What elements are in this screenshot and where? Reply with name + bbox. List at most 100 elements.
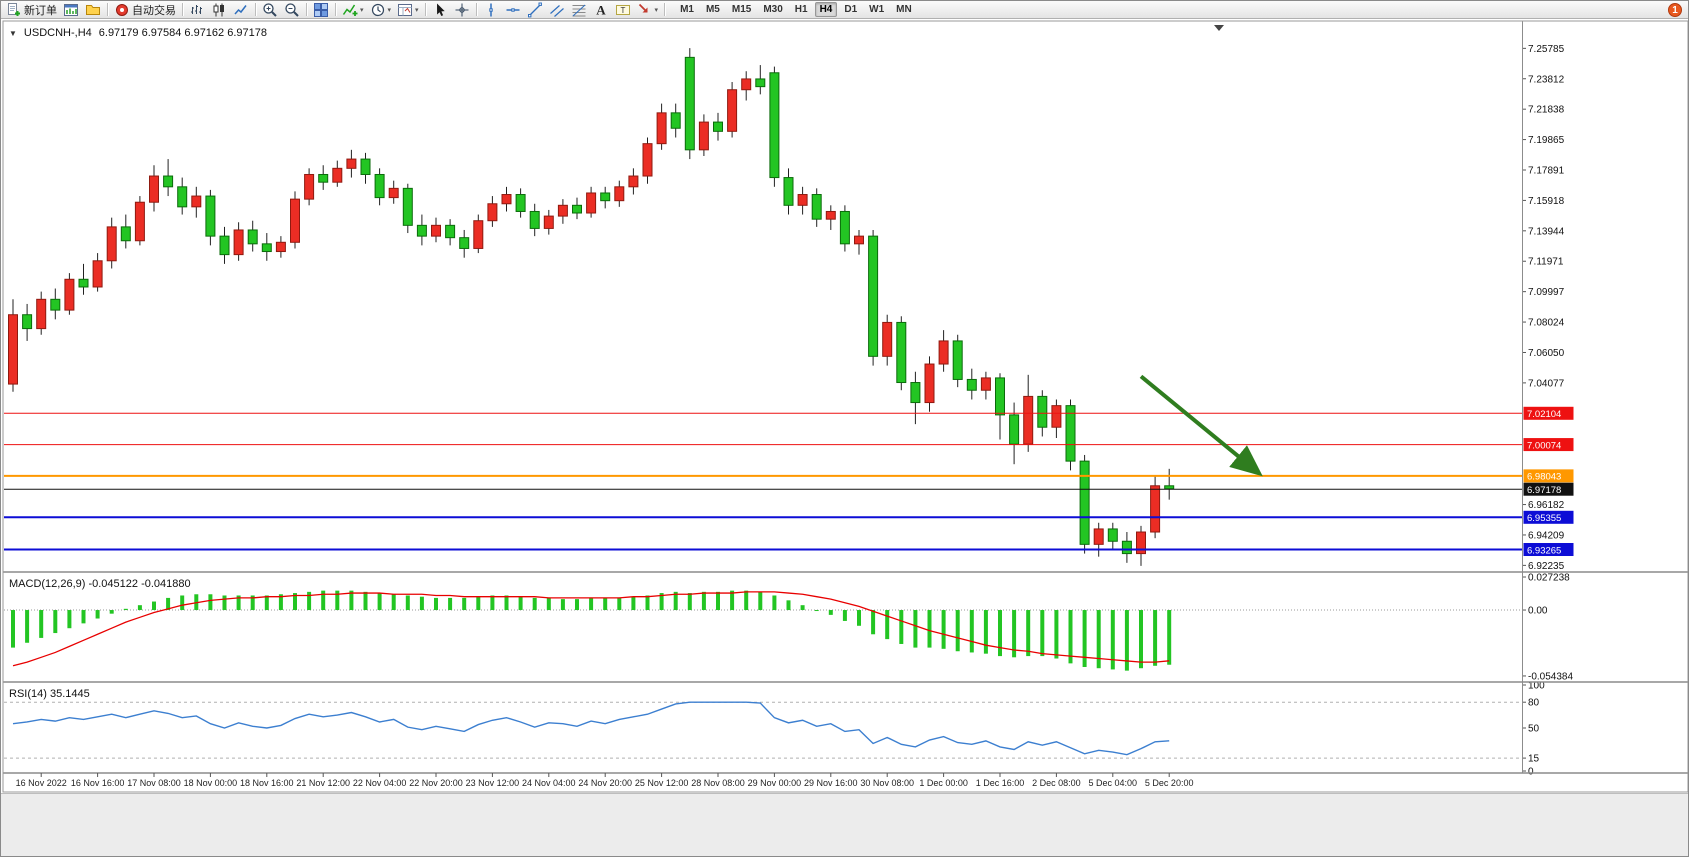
- notification-badge[interactable]: 1: [1668, 3, 1682, 17]
- toolbar-separator: [664, 3, 666, 16]
- svg-text:24 Nov 04:00: 24 Nov 04:00: [522, 778, 576, 788]
- svg-text:A: A: [596, 2, 606, 17]
- macd-histogram-bar: [631, 596, 636, 611]
- time-axis[interactable]: 16 Nov 2022 16 Nov 16:00 17 Nov 08:00 18 No…: [16, 773, 1194, 788]
- dropdown-caret-icon: ▾: [654, 6, 659, 14]
- fibonacci-button[interactable]: [568, 1, 590, 19]
- timeframe-h1[interactable]: H1: [794, 4, 808, 15]
- svg-text:0.00: 0.00: [1528, 606, 1548, 617]
- timeframe-mn[interactable]: MN: [896, 4, 912, 15]
- arrows-button[interactable]: ▾: [634, 1, 662, 19]
- text-label-button[interactable]: T: [612, 1, 634, 19]
- macd-histogram-bar: [67, 610, 72, 629]
- rsi-panel[interactable]: 100 80 50 15 0: [4, 681, 1545, 778]
- zoom-out-button[interactable]: [281, 1, 303, 19]
- macd-histogram-bar: [575, 599, 579, 611]
- horizontal-line-6.95355[interactable]: 6.95355: [4, 510, 1574, 524]
- indicators-button[interactable]: ▾: [339, 1, 367, 19]
- cursor-button[interactable]: [429, 1, 451, 19]
- bar-chart-icon: [189, 2, 205, 18]
- toolbar-buttons: 新订单 自动交易 ▾ ▾ ▾ A T ▾: [3, 1, 668, 18]
- svg-text:7.06050: 7.06050: [1528, 348, 1565, 359]
- macd-histogram-bar: [913, 610, 918, 648]
- bar-chart-button[interactable]: [186, 1, 208, 19]
- candle-chart-button[interactable]: [208, 1, 230, 19]
- rsi-line: [12, 701, 1170, 756]
- candles-layer: [8, 48, 1175, 566]
- periods-button[interactable]: ▾: [367, 1, 395, 19]
- profiles-button[interactable]: [82, 1, 104, 19]
- macd-histogram-bar: [349, 590, 354, 611]
- macd-histogram-bar: [321, 590, 326, 611]
- macd-histogram-bar: [673, 591, 678, 611]
- current-price-6.97178[interactable]: 6.97178: [4, 482, 1574, 496]
- macd-histogram-bar: [645, 595, 650, 611]
- macd-histogram-bar: [687, 593, 692, 611]
- new-order-button[interactable]: 新订单: [3, 1, 60, 19]
- candlestick-icon: [211, 2, 227, 18]
- timeframe-w1[interactable]: W1: [869, 4, 885, 15]
- chart-area[interactable]: 7.02104 7.00074 6.98043 6.97178 6.95355 6.932…: [1, 19, 1689, 793]
- trendline-icon: [527, 2, 543, 18]
- macd-histogram-bar: [1054, 610, 1059, 659]
- macd-histogram-bar: [998, 610, 1002, 657]
- macd-histogram-bar: [81, 610, 86, 624]
- horizontal-line-7.00074[interactable]: 7.00074: [4, 438, 1574, 451]
- horizontal-line-6.98043[interactable]: 6.98043: [4, 469, 1574, 483]
- toolbar: 新订单 自动交易 ▾ ▾ ▾ A T ▾ M1 M5 M15 M30 H1 H4 D1 W1 MN 1: [1, 1, 1688, 19]
- price-axis[interactable]: 7.25785 7.23812 7.21838 7.19865 7.17891 7.159…: [1522, 44, 1565, 572]
- zoom-in-icon: [262, 2, 278, 18]
- line-chart-button[interactable]: [230, 1, 252, 19]
- toolbar-separator: [335, 3, 336, 16]
- svg-text:18 Nov 00:00: 18 Nov 00:00: [184, 778, 238, 788]
- vertical-line-button[interactable]: [480, 1, 502, 19]
- chart-svg[interactable]: 7.02104 7.00074 6.98043 6.97178 6.95355 6.932…: [1, 19, 1689, 793]
- crosshair-button[interactable]: [451, 1, 473, 19]
- macd-histogram-bar: [419, 596, 424, 611]
- text-label-icon: T: [615, 2, 631, 18]
- timeframe-h4[interactable]: H4: [814, 2, 838, 17]
- macd-panel[interactable]: 0.027238 0.00 -0.054384: [4, 573, 1573, 683]
- timeframe-m30[interactable]: M30: [763, 4, 783, 15]
- svg-text:7.00074: 7.00074: [1527, 440, 1561, 451]
- trend-arrow[interactable]: [1139, 374, 1263, 477]
- svg-text:1 Dec 16:00: 1 Dec 16:00: [976, 778, 1025, 788]
- macd-histogram-bar: [885, 610, 890, 640]
- text-button[interactable]: A: [590, 1, 612, 19]
- macd-histogram-bar: [814, 610, 819, 612]
- svg-text:80: 80: [1528, 698, 1540, 709]
- timeframe-m1[interactable]: M1: [680, 4, 694, 15]
- macd-histogram-bar: [589, 597, 594, 611]
- svg-text:0.027238: 0.027238: [1528, 573, 1570, 584]
- horizontal-line-6.93265[interactable]: 6.93265: [4, 543, 1574, 556]
- svg-text:7.21838: 7.21838: [1528, 105, 1565, 116]
- channel-button[interactable]: [546, 1, 568, 19]
- macd-histogram-bar: [701, 591, 706, 611]
- tile-windows-button[interactable]: [310, 1, 332, 19]
- timeframe-m15[interactable]: M15: [731, 4, 752, 15]
- macd-histogram-bar: [969, 610, 974, 653]
- timeframe-d1[interactable]: D1: [844, 4, 858, 15]
- macd-signal-line: [12, 591, 1170, 667]
- bottom-strip: [1, 793, 1688, 856]
- toolbar-separator: [107, 3, 108, 16]
- macd-histogram-bar: [405, 595, 410, 611]
- svg-text:25 Nov 12:00: 25 Nov 12:00: [635, 778, 689, 788]
- horizontal-line-button[interactable]: [502, 1, 524, 19]
- trendline-button[interactable]: [524, 1, 546, 19]
- templates-button[interactable]: ▾: [394, 1, 422, 19]
- charts-window-button[interactable]: [60, 1, 82, 19]
- dropdown-caret-icon: ▾: [415, 6, 419, 14]
- dropdown-caret-icon: ▾: [360, 6, 364, 14]
- macd-histogram-bar: [434, 597, 438, 611]
- svg-text:T: T: [620, 5, 625, 14]
- macd-histogram-bar: [1139, 610, 1143, 669]
- autotrading-button[interactable]: 自动交易: [111, 1, 179, 19]
- macd-histogram-bar: [927, 610, 932, 648]
- timeframe-m5[interactable]: M5: [705, 4, 720, 15]
- horizontal-line-7.02104[interactable]: 7.02104: [4, 406, 1574, 420]
- one-click-trading-toggle[interactable]: ▼: [9, 28, 17, 38]
- macd-histogram-bar: [1082, 610, 1087, 667]
- zoom-in-button[interactable]: [259, 1, 281, 19]
- macd-histogram-bar: [504, 595, 509, 611]
